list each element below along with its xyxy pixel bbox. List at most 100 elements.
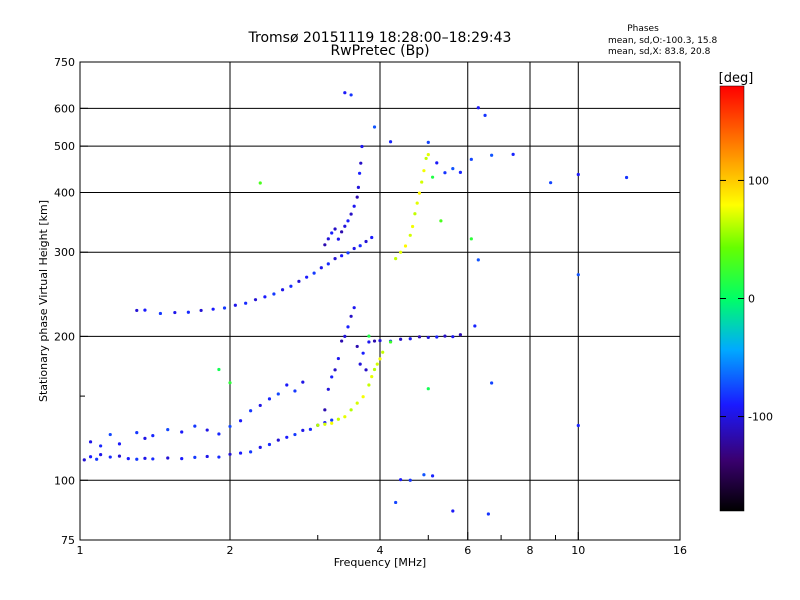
echo-point xyxy=(108,432,112,437)
echo-point xyxy=(399,250,403,254)
echo-point xyxy=(117,454,122,458)
echo-point xyxy=(375,362,379,366)
echo-point xyxy=(326,237,330,241)
echo-point xyxy=(180,430,184,434)
echo-point xyxy=(343,415,347,419)
echo-point xyxy=(143,308,147,312)
echo-point xyxy=(469,157,473,161)
echo-point xyxy=(343,334,347,338)
echo-point xyxy=(173,310,177,315)
echo-point xyxy=(410,224,415,229)
echo-point xyxy=(624,175,629,180)
echo-point xyxy=(408,337,412,341)
echo-point xyxy=(451,509,455,513)
echo-point xyxy=(352,306,356,310)
echo-point xyxy=(88,440,93,444)
echo-point xyxy=(364,239,368,244)
echo-point xyxy=(249,409,253,413)
echo-point xyxy=(346,219,350,223)
echo-point xyxy=(340,254,344,258)
chart-subtitle: RwPretec (Bp) xyxy=(330,43,429,59)
echo-point xyxy=(316,423,320,427)
echo-point xyxy=(285,435,289,439)
phases-box-title: Phases xyxy=(627,24,659,34)
echo-point xyxy=(358,244,362,248)
echo-point xyxy=(108,455,112,459)
echo-point xyxy=(340,230,344,234)
echo-point xyxy=(361,351,365,355)
echo-point xyxy=(403,244,408,248)
echo-point xyxy=(476,106,480,110)
echo-point xyxy=(326,262,330,266)
phases-box-x-stats: mean, sd,X: 83.8, 20.8 xyxy=(608,47,711,57)
colorbar-tick-label: -100 xyxy=(748,411,773,424)
echo-point xyxy=(420,180,424,184)
colorbar-label: [deg] xyxy=(719,71,754,86)
echo-point xyxy=(422,473,426,477)
echo-point xyxy=(359,161,363,165)
echo-point xyxy=(358,362,362,366)
echo-point xyxy=(435,335,439,339)
echo-point xyxy=(333,227,337,231)
echo-point xyxy=(143,456,147,460)
echo-point xyxy=(238,451,243,455)
echo-point xyxy=(576,423,580,428)
x-axis-label: Frequency [MHz] xyxy=(334,556,426,569)
echo-point xyxy=(367,334,371,338)
echo-point xyxy=(228,424,232,429)
echo-point xyxy=(158,311,163,316)
echo-point xyxy=(430,474,435,478)
echo-point xyxy=(186,310,190,314)
y-tick-label: 600 xyxy=(54,102,75,115)
echo-point xyxy=(297,279,301,283)
echo-point xyxy=(267,442,272,447)
echo-point xyxy=(399,337,403,341)
echo-point xyxy=(349,408,353,412)
echo-point xyxy=(483,113,487,117)
echo-point xyxy=(305,275,309,279)
echo-point xyxy=(424,156,428,161)
echo-point xyxy=(511,152,515,156)
echo-point xyxy=(280,288,285,292)
echo-point xyxy=(166,456,170,460)
echo-point xyxy=(352,246,356,251)
echo-point xyxy=(549,181,553,185)
echo-point xyxy=(193,455,197,459)
echo-point xyxy=(352,204,356,208)
echo-point xyxy=(99,444,103,448)
echo-point xyxy=(233,303,237,307)
echo-point xyxy=(193,424,197,428)
axis-ticks: 1 2 4 6 8 10 16 75 100 200 300 400 500 600 750 xyxy=(54,56,687,557)
echo-point xyxy=(263,295,267,299)
echo-point xyxy=(372,339,377,343)
grid-lines xyxy=(80,62,680,540)
y-axis-label: Stationary phase Virtual Height [km] xyxy=(37,200,50,402)
echo-point xyxy=(180,457,184,461)
echo-point xyxy=(355,195,359,199)
echo-point xyxy=(238,419,243,423)
echo-point xyxy=(451,167,455,171)
echo-point xyxy=(95,457,99,461)
y-tick-label: 400 xyxy=(54,186,75,199)
echo-point xyxy=(312,271,316,275)
echo-point xyxy=(343,91,347,95)
x-tick-label: 6 xyxy=(464,544,471,557)
echo-point xyxy=(333,257,337,261)
echo-point xyxy=(417,335,422,339)
echo-point xyxy=(217,367,221,372)
echo-point xyxy=(356,185,360,189)
echo-point xyxy=(151,457,155,461)
echo-point xyxy=(430,175,435,179)
echo-point xyxy=(473,324,477,328)
echo-point xyxy=(276,392,280,396)
echo-point xyxy=(426,335,430,340)
echo-point xyxy=(360,144,364,149)
echo-point xyxy=(330,231,334,235)
echo-point xyxy=(576,273,580,277)
echo-point xyxy=(426,140,430,144)
echo-point xyxy=(388,340,393,344)
echo-point xyxy=(372,125,377,129)
echo-point xyxy=(381,350,385,354)
echo-point xyxy=(367,340,371,344)
echo-point xyxy=(576,172,580,177)
